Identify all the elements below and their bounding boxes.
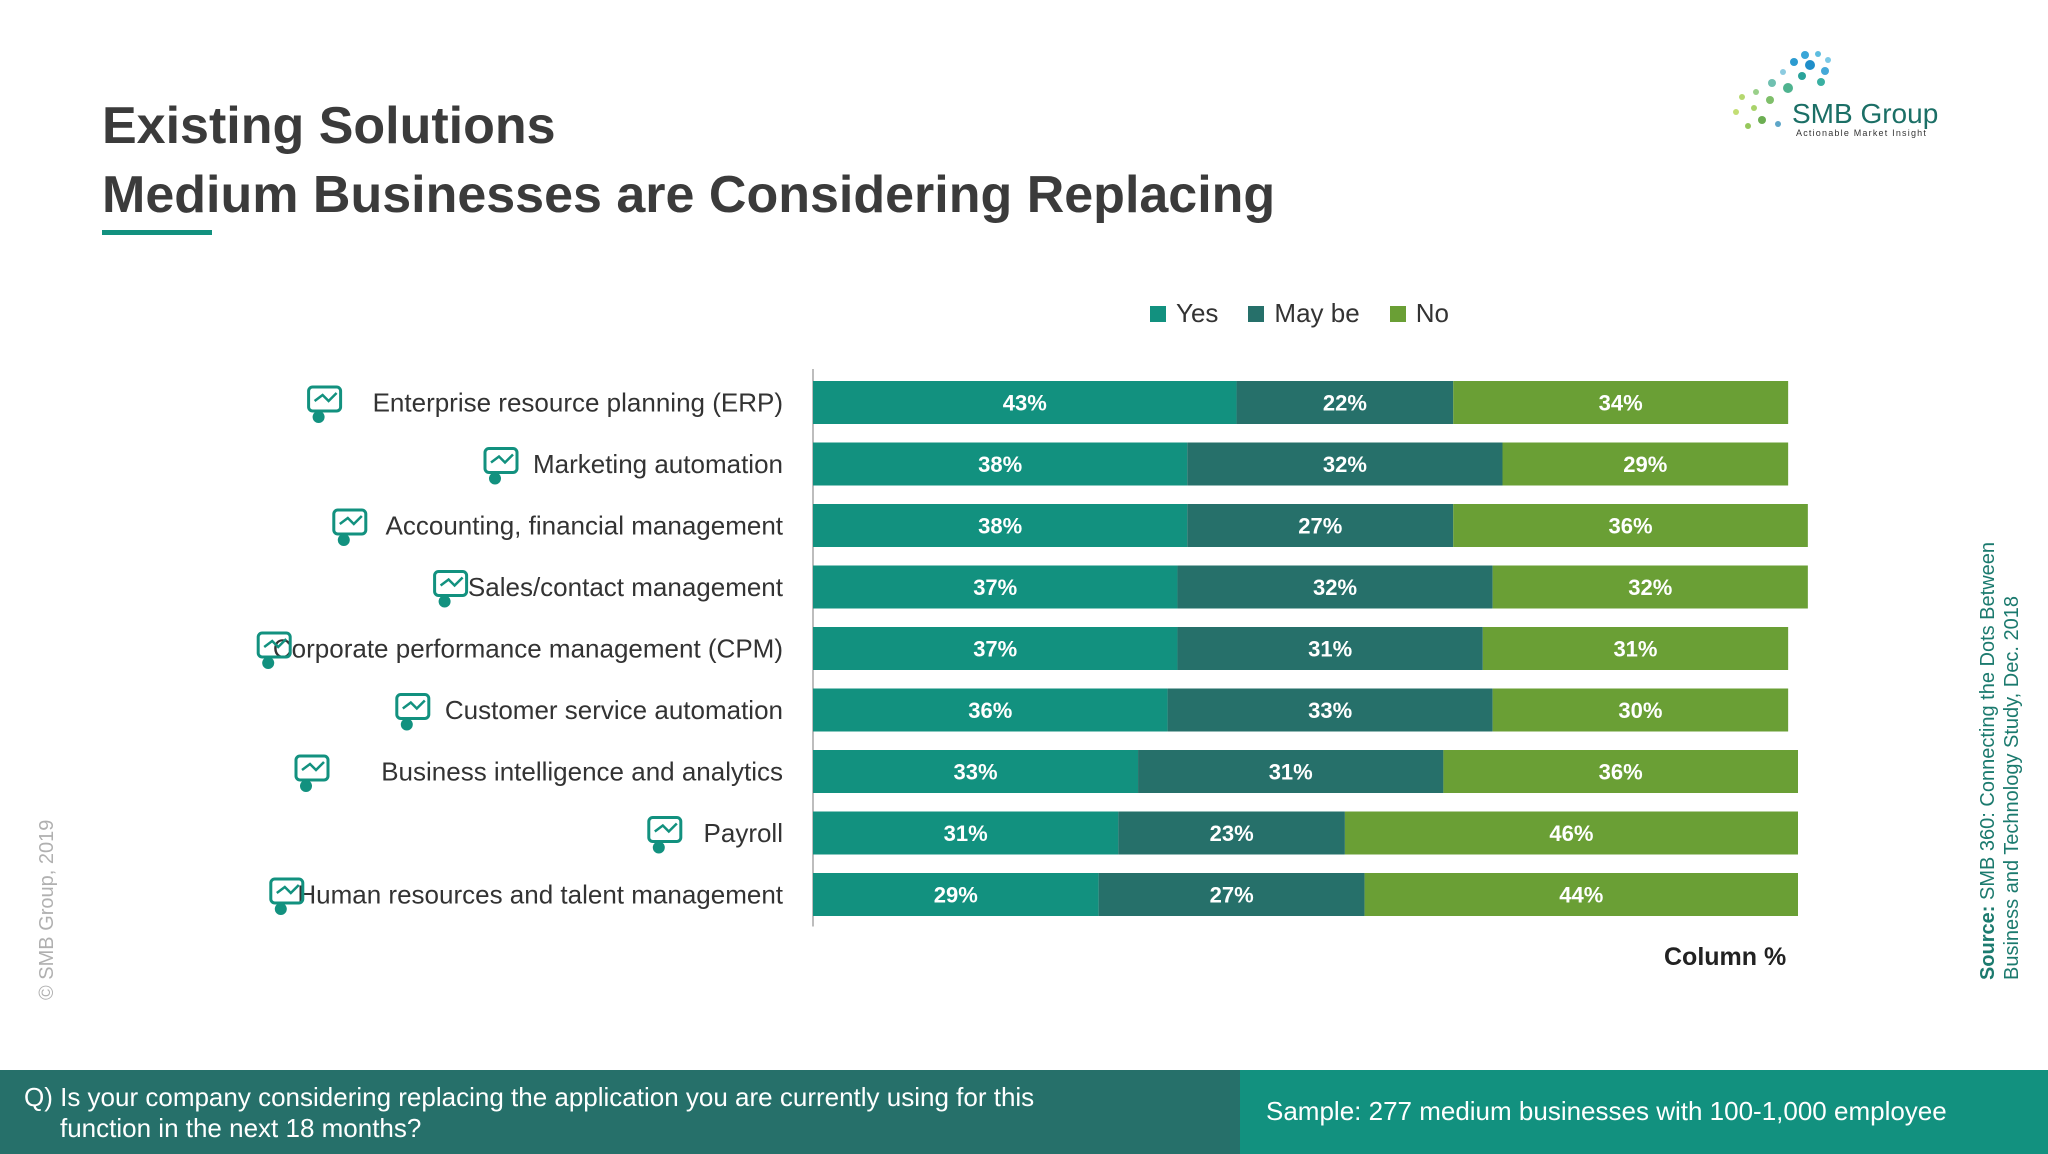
legend-item-maybe: May be: [1248, 298, 1360, 329]
data-label: 29%: [1623, 452, 1667, 477]
data-label: 36%: [968, 698, 1012, 723]
bar-segment-yes: [813, 750, 1139, 793]
data-label: 38%: [978, 514, 1022, 539]
chart-title-line1: Existing Solutions: [102, 97, 556, 155]
bar-segment-no: [1492, 565, 1808, 609]
category-label: Sales/contact management: [468, 572, 784, 602]
bar-segment-no: [1502, 442, 1789, 486]
price-tag-percent-icon: [433, 570, 469, 608]
logo-name: SMB Group: [1792, 98, 1939, 129]
legend: Yes May be No: [1150, 298, 1449, 329]
category-label: Business intelligence and analytics: [381, 757, 783, 787]
data-label: 32%: [1313, 575, 1357, 600]
data-label: 31%: [944, 821, 988, 846]
legend-label-no: No: [1415, 298, 1449, 328]
legend-swatch-no: [1389, 305, 1406, 322]
data-label: 23%: [1210, 821, 1254, 846]
question-line2: function in the next 18 months?: [60, 1113, 422, 1143]
title-underline: [102, 230, 212, 235]
presentation-board-icon: [307, 385, 343, 423]
data-label: 38%: [978, 452, 1022, 477]
bar-segment-no: [1482, 627, 1789, 670]
bar-segment-yes: [813, 811, 1119, 855]
bar-segment-no: [1364, 873, 1798, 916]
data-label: 37%: [973, 637, 1017, 662]
survey-question: Q) Is your company considering replacing…: [0, 1070, 1240, 1154]
bar-segment-yes: [813, 381, 1237, 424]
question-line1: Q) Is your company considering replacing…: [24, 1082, 1035, 1112]
data-label: 37%: [973, 575, 1017, 600]
category-label: Payroll: [704, 818, 783, 848]
source-label: Source:: [1977, 905, 1999, 980]
bar-segment-may-be: [1118, 811, 1345, 855]
category-label: Corporate performance management (CPM): [273, 634, 783, 664]
bar-segment-no: [1492, 688, 1789, 732]
sample-note: Sample: 277 medium businesses with 100-1…: [1240, 1070, 2048, 1154]
bar-segment-no: [1344, 811, 1798, 855]
legend-swatch-yes: [1150, 305, 1166, 322]
legend-label-maybe: May be: [1274, 298, 1360, 328]
legend-item-yes: Yes: [1150, 298, 1218, 329]
analytics-monitor-icon: [294, 754, 330, 792]
category-label: Marketing automation: [533, 449, 783, 479]
smb-group-logo-icon: [1733, 51, 1831, 129]
data-label: 29%: [934, 883, 978, 908]
logo-tagline: Actionable Market Insight: [1796, 128, 1928, 138]
bar-segment-yes: [813, 442, 1188, 486]
data-label: 32%: [1628, 575, 1672, 600]
bar-segment-may-be: [1098, 873, 1365, 916]
data-label: 34%: [1599, 391, 1643, 416]
bar-segment-yes: [813, 688, 1168, 732]
bar-segment-no: [1453, 504, 1808, 547]
bar-segment-yes: [813, 873, 1099, 916]
data-label: 33%: [1308, 698, 1352, 723]
category-label: Human resources and talent management: [297, 880, 783, 910]
bar-segment-may-be: [1236, 381, 1454, 424]
data-label: 32%: [1323, 452, 1367, 477]
customer-service-hand-icon: [395, 693, 431, 731]
source-note: Source: SMB 360: Connecting the Dots Bet…: [1976, 480, 2024, 980]
bar-segment-no: [1443, 750, 1798, 793]
bar-segment-may-be: [1177, 627, 1483, 670]
data-label: 44%: [1559, 883, 1603, 908]
data-label: 31%: [1308, 637, 1352, 662]
bar-segment-may-be: [1187, 442, 1503, 486]
data-label: 30%: [1618, 698, 1662, 723]
legend-item-no: No: [1389, 298, 1449, 329]
data-label: 31%: [1269, 760, 1313, 785]
category-label: Enterprise resource planning (ERP): [373, 388, 783, 418]
bar-segment-yes: [813, 627, 1178, 670]
bar-segment-yes: [813, 504, 1188, 547]
legend-label-yes: Yes: [1176, 298, 1219, 328]
data-label: 22%: [1323, 391, 1367, 416]
bar-segment-no: [1453, 381, 1789, 424]
bar-segment-yes: [813, 565, 1178, 609]
payroll-money-hand-icon: [647, 816, 683, 854]
bar-segment-may-be: [1138, 750, 1444, 793]
data-label: 31%: [1613, 637, 1657, 662]
category-label: Customer service automation: [445, 695, 783, 725]
talent-search-icon: [269, 877, 305, 915]
calculator-spreadsheet-icon: [332, 508, 368, 546]
chart-title-line2: Medium Businesses are Considering Replac…: [102, 166, 1276, 224]
presenter-chart-icon: [256, 631, 292, 669]
bar-segment-may-be: [1187, 504, 1454, 547]
megaphone-icon: [483, 447, 519, 485]
data-label: 27%: [1298, 514, 1342, 539]
data-label: 36%: [1599, 760, 1643, 785]
bar-segment-may-be: [1177, 565, 1493, 609]
data-label: 36%: [1609, 514, 1653, 539]
data-label: 46%: [1549, 821, 1593, 846]
bar-segment-may-be: [1167, 688, 1493, 732]
category-label: Accounting, financial management: [386, 511, 784, 541]
data-label: 27%: [1210, 883, 1254, 908]
data-label: 43%: [1003, 391, 1047, 416]
data-label: 33%: [954, 760, 998, 785]
copyright-text: © SMB Group, 2019: [36, 819, 58, 1000]
x-axis-label: Column %: [1664, 943, 1787, 971]
legend-swatch-maybe: [1248, 305, 1265, 322]
